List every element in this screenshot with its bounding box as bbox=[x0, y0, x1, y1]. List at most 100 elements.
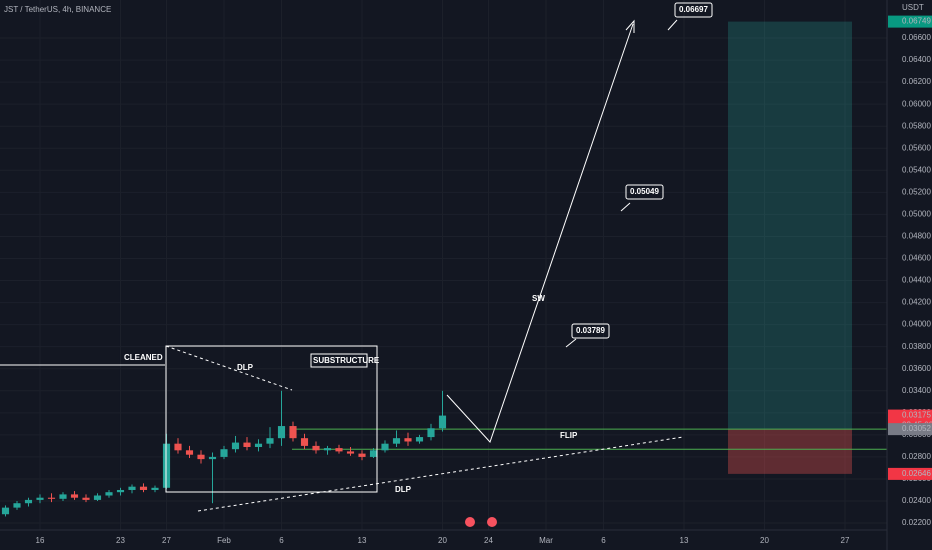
chart-title: JST / TetherUS, 4h, BINANCE bbox=[4, 5, 111, 14]
x-tick-label: 6 bbox=[601, 536, 606, 545]
candle-body bbox=[231, 442, 240, 450]
callout-pointer bbox=[667, 19, 678, 31]
candle-body bbox=[323, 448, 332, 451]
candle-body bbox=[70, 494, 79, 498]
position-box bbox=[292, 21, 887, 474]
price-marker bbox=[888, 423, 932, 436]
candle-body bbox=[312, 445, 320, 451]
candle-body bbox=[197, 454, 205, 460]
candle-body bbox=[243, 442, 251, 447]
x-tick-label: Mar bbox=[539, 536, 553, 545]
candle-body bbox=[1, 507, 10, 515]
y-tick-label: 0.05000 bbox=[902, 210, 931, 219]
candle-body bbox=[289, 426, 297, 439]
candle-body bbox=[335, 448, 343, 452]
callout-box bbox=[571, 323, 610, 339]
candle-body bbox=[438, 415, 447, 429]
annotation: CLEANED bbox=[124, 353, 163, 362]
candle-body bbox=[346, 451, 355, 454]
annotation: DLP bbox=[237, 363, 254, 372]
callout-pointer bbox=[565, 338, 577, 348]
y-tick-label: 0.03400 bbox=[902, 386, 931, 395]
event-icon bbox=[487, 517, 497, 527]
annotation: 0.03789 bbox=[576, 326, 605, 335]
annotation: SUBSTRUCTURE bbox=[313, 356, 380, 365]
candle-body bbox=[266, 438, 274, 444]
candle-body bbox=[220, 449, 228, 457]
candle-body bbox=[404, 438, 412, 442]
y-tick-label: 0.06000 bbox=[902, 99, 931, 108]
candle-body bbox=[128, 486, 136, 490]
y-tick-label: 0.02200 bbox=[902, 518, 931, 527]
y-tick-label: 0.03600 bbox=[902, 364, 931, 373]
projection-path bbox=[446, 23, 634, 443]
candle-body bbox=[358, 453, 366, 457]
candle-body bbox=[13, 503, 21, 508]
annotation: 0.06697 bbox=[679, 5, 708, 14]
x-tick-label: 13 bbox=[680, 536, 689, 545]
y-tick-label: 0.04000 bbox=[902, 320, 931, 329]
x-tick-label: 27 bbox=[841, 536, 850, 545]
annotation: SW bbox=[532, 294, 545, 303]
candle-body bbox=[105, 492, 113, 496]
y-tick-label: 0.06400 bbox=[902, 55, 931, 64]
stop-zone bbox=[728, 429, 852, 474]
y-tick-label: 0.05400 bbox=[902, 165, 931, 174]
dlp-line bbox=[165, 345, 293, 391]
y-tick-label: 0.05600 bbox=[902, 143, 931, 152]
candle-body bbox=[381, 443, 389, 451]
y-tick-label: 0.05200 bbox=[902, 187, 931, 196]
candle-body bbox=[151, 487, 159, 490]
y-tick-label: 0.04800 bbox=[902, 232, 931, 241]
x-tick-label: 20 bbox=[760, 536, 769, 545]
price-marker-label: 0.03052 bbox=[902, 424, 931, 433]
x-tick-label: Feb bbox=[217, 536, 231, 545]
callout-box bbox=[625, 184, 664, 200]
y-axis-label: USDT bbox=[902, 3, 924, 12]
y-tick-label: 0.05800 bbox=[902, 121, 931, 130]
y-tick-label: 0.06600 bbox=[902, 33, 931, 42]
target-zone bbox=[728, 21, 852, 430]
dlp-line bbox=[197, 436, 684, 512]
x-tick-label: 27 bbox=[162, 536, 171, 545]
candle-body bbox=[254, 443, 263, 447]
candle-body bbox=[427, 428, 435, 438]
price-marker bbox=[888, 15, 932, 28]
grid bbox=[0, 0, 887, 530]
x-tick-label: 20 bbox=[438, 536, 447, 545]
candle-body bbox=[392, 438, 401, 444]
price-marker bbox=[888, 467, 932, 480]
y-tick-label: 0.04400 bbox=[902, 276, 931, 285]
x-tick-label: 23 bbox=[116, 536, 125, 545]
label-box bbox=[310, 353, 368, 368]
price-marker-label: 0.02646 bbox=[902, 469, 931, 478]
x-tick-label: 24 bbox=[484, 536, 493, 545]
y-tick-label: 0.04600 bbox=[902, 254, 931, 263]
candle-body bbox=[208, 456, 217, 460]
candle-body bbox=[415, 437, 424, 442]
event-icons bbox=[465, 517, 497, 527]
candle-body bbox=[139, 486, 148, 490]
axes: 0.022000.024000.026000.028000.030000.032… bbox=[36, 15, 932, 545]
event-icon bbox=[465, 517, 475, 527]
drawings bbox=[0, 2, 713, 512]
substructure-box bbox=[165, 345, 378, 493]
candle-body bbox=[24, 499, 33, 504]
callout-box bbox=[674, 2, 713, 18]
candle-body bbox=[185, 450, 194, 455]
y-tick-label: 0.03800 bbox=[902, 342, 931, 351]
candle-body bbox=[59, 494, 67, 499]
candle-body bbox=[47, 497, 56, 499]
y-tick-label: 0.06200 bbox=[902, 77, 931, 86]
x-tick-label: 13 bbox=[358, 536, 367, 545]
candle-body bbox=[93, 495, 102, 500]
x-tick-label: 16 bbox=[36, 536, 45, 545]
candle-body bbox=[369, 450, 378, 457]
y-tick-label: 0.04200 bbox=[902, 298, 931, 307]
annotation: DLP bbox=[395, 485, 412, 494]
candle-body bbox=[36, 497, 44, 500]
price-marker-label: 0.06749 bbox=[902, 17, 931, 26]
candle-body bbox=[300, 438, 309, 446]
